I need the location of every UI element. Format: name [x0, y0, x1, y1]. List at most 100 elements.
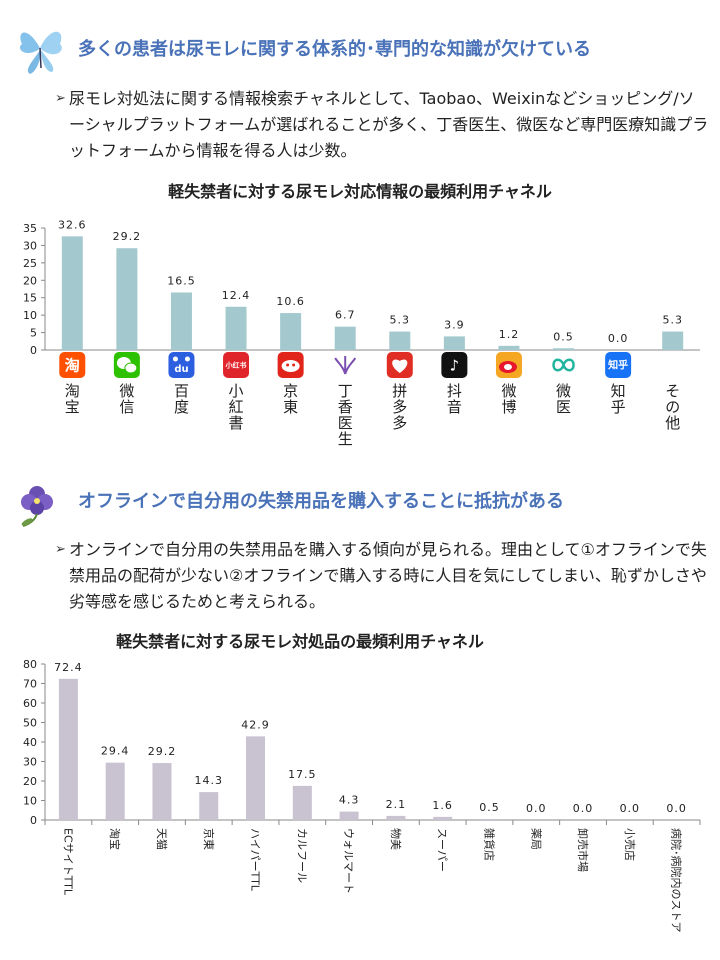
- chart2-y-tick-label: 50: [23, 717, 37, 730]
- chart1-data-label: 1.2: [499, 328, 520, 341]
- chart2-category-label: ウォルマート: [342, 828, 355, 894]
- chart1-y-tick-label: 25: [23, 257, 37, 270]
- chart1-bar: [116, 248, 138, 350]
- chart2-category-label: 小売店: [623, 828, 637, 861]
- butterfly-icon: [19, 31, 62, 74]
- chart2-data-label: 29.2: [148, 745, 177, 758]
- weibo-icon: [495, 352, 522, 378]
- chart1-category-label: そ: [665, 382, 680, 400]
- chart1-y-tick-label: 15: [23, 292, 37, 305]
- chart2-bar: [246, 736, 266, 820]
- chart2-category-label: 天猫: [155, 828, 168, 850]
- chart2-y-tick-label: 30: [23, 756, 37, 769]
- chart1-category-label: の: [665, 398, 680, 416]
- chart1-title: 軽失禁者に対する尿モレ対応情報の最頻利用チャネル: [168, 182, 552, 201]
- xiaohongshu-icon: 小红书: [223, 352, 250, 378]
- chart2-data-label: 0.0: [666, 802, 687, 815]
- chart1-category-label: 紅: [229, 398, 244, 416]
- chart2-y-tick-label: 40: [23, 736, 37, 749]
- chart1-category-label: 微: [501, 382, 516, 400]
- chart2-data-label: 72.4: [54, 661, 83, 674]
- chart2-category-label: 京東: [202, 828, 216, 850]
- chart1-category-label: 宝: [65, 398, 80, 416]
- svg-text:du: du: [174, 364, 188, 375]
- chart1-category-label: 医: [556, 398, 571, 416]
- chart2-bar: [339, 811, 359, 820]
- chart2-data-label: 0.5: [479, 801, 500, 814]
- chart1-y-tick-label: 35: [23, 222, 37, 235]
- chart2-data-label: 14.3: [195, 774, 224, 787]
- chart2-data-label: 0.0: [620, 802, 641, 815]
- chart2-data-label: 2.1: [386, 798, 407, 811]
- chart2-category-label: カルフール: [295, 828, 308, 883]
- section2-heading: オフラインで自分用の失禁用品を購入することに抵抗がある: [78, 491, 564, 512]
- violet-flower-icon: [21, 486, 53, 527]
- chart1-data-label: 6.7: [335, 309, 356, 322]
- chart2-y-tick-label: 20: [23, 775, 37, 788]
- chart1: 0 5 10 15 20 25 30 35 32.6 淘淘宝 29.2 微信 16.5 du 百度 12.4 小…: [23, 218, 700, 448]
- chart1-category-label: 抖: [447, 382, 462, 400]
- weiyi-icon: [552, 358, 575, 372]
- chart2-bar: [479, 819, 499, 820]
- chart1-category-label: 生: [338, 430, 353, 448]
- jd-icon: [277, 352, 304, 378]
- chart2-bar: [105, 762, 125, 820]
- chart2-data-label: 0.0: [526, 802, 547, 815]
- chart1-category-label: 書: [229, 414, 244, 432]
- chart1-bar: [389, 331, 411, 350]
- chart1-bar: [443, 336, 465, 350]
- chart2-y-tick-label: 80: [23, 658, 37, 671]
- chart2-category-label: ECサイトTTL: [61, 828, 74, 896]
- chart2-title: 軽失禁者に対する尿モレ対処品の最頻利用チャネル: [116, 632, 484, 651]
- chart2-category-label: 雑貨店: [482, 828, 496, 861]
- chart1-bar: [280, 313, 302, 350]
- svg-text:小红书: 小红书: [225, 361, 247, 370]
- chart1-category-label: 拼: [392, 382, 407, 400]
- section2-bullet: ➢ オンラインで自分用の失禁用品を購入する傾向が見られる。理由として①オフライン…: [55, 537, 710, 615]
- chart1-category-label: 乎: [611, 398, 626, 416]
- chart1-bar: [334, 326, 356, 350]
- chart1-category-label: 他: [665, 414, 680, 432]
- chart1-category-label: 丁: [338, 382, 353, 400]
- chart1-category-label: 多: [392, 398, 407, 416]
- svg-text:知乎: 知乎: [607, 359, 628, 372]
- chart1-y-tick-label: 0: [30, 344, 37, 357]
- chart2-data-label: 0.0: [573, 802, 594, 815]
- chart2-data-label: 4.3: [339, 794, 360, 807]
- section1-bullet-text: 尿モレ対処法に関する情報検索チャネルとして、Taobao、Weixinなどショッ…: [69, 89, 709, 160]
- chart1-data-label: 5.3: [390, 314, 411, 327]
- zhihu-icon: 知乎: [605, 352, 632, 378]
- chart1-y-tick-label: 20: [23, 274, 37, 287]
- chart1-category-label: 知: [611, 382, 626, 400]
- chart1-category-label: 小: [229, 382, 244, 400]
- chart1-category-label: 医: [338, 414, 353, 432]
- chart2-y-tick-label: 60: [23, 697, 37, 710]
- wechat-icon: [113, 352, 140, 378]
- chart2-y-tick-label: 0: [30, 814, 37, 827]
- dingxiang-icon: [334, 356, 357, 375]
- chart2-y-tick-label: 10: [23, 795, 37, 808]
- chart1-bar: [61, 236, 83, 350]
- section1-heading: 多くの患者は尿モレに関する体系的･専門的な知識が欠けている: [78, 39, 591, 60]
- chart1-category-label: 多: [392, 414, 407, 432]
- chart1-data-label: 0.5: [553, 330, 574, 343]
- chart2-bar: [58, 678, 78, 820]
- chart2-category-label: 薬局: [529, 828, 542, 850]
- chart1-y-tick-label: 30: [23, 239, 37, 252]
- chart1-bar: [553, 348, 575, 350]
- chart2-data-label: 17.5: [288, 768, 317, 781]
- chart2-bar: [386, 815, 406, 820]
- chart1-category-label: 百: [174, 382, 189, 400]
- chart1-category-label: 香: [338, 398, 353, 416]
- chart1-data-label: 32.6: [58, 218, 87, 231]
- chart2-data-label: 42.9: [241, 718, 270, 731]
- chart1-data-label: 0.0: [608, 332, 629, 345]
- svg-text:淘: 淘: [64, 356, 80, 374]
- chart1-data-label: 12.4: [222, 289, 251, 302]
- douyin-icon: ♪: [441, 352, 468, 378]
- chart2-data-label: 1.6: [432, 799, 453, 812]
- bullet-marker: ➢: [55, 91, 66, 106]
- chart1-category-label: 信: [119, 398, 134, 416]
- svg-text:♪: ♪: [450, 356, 460, 374]
